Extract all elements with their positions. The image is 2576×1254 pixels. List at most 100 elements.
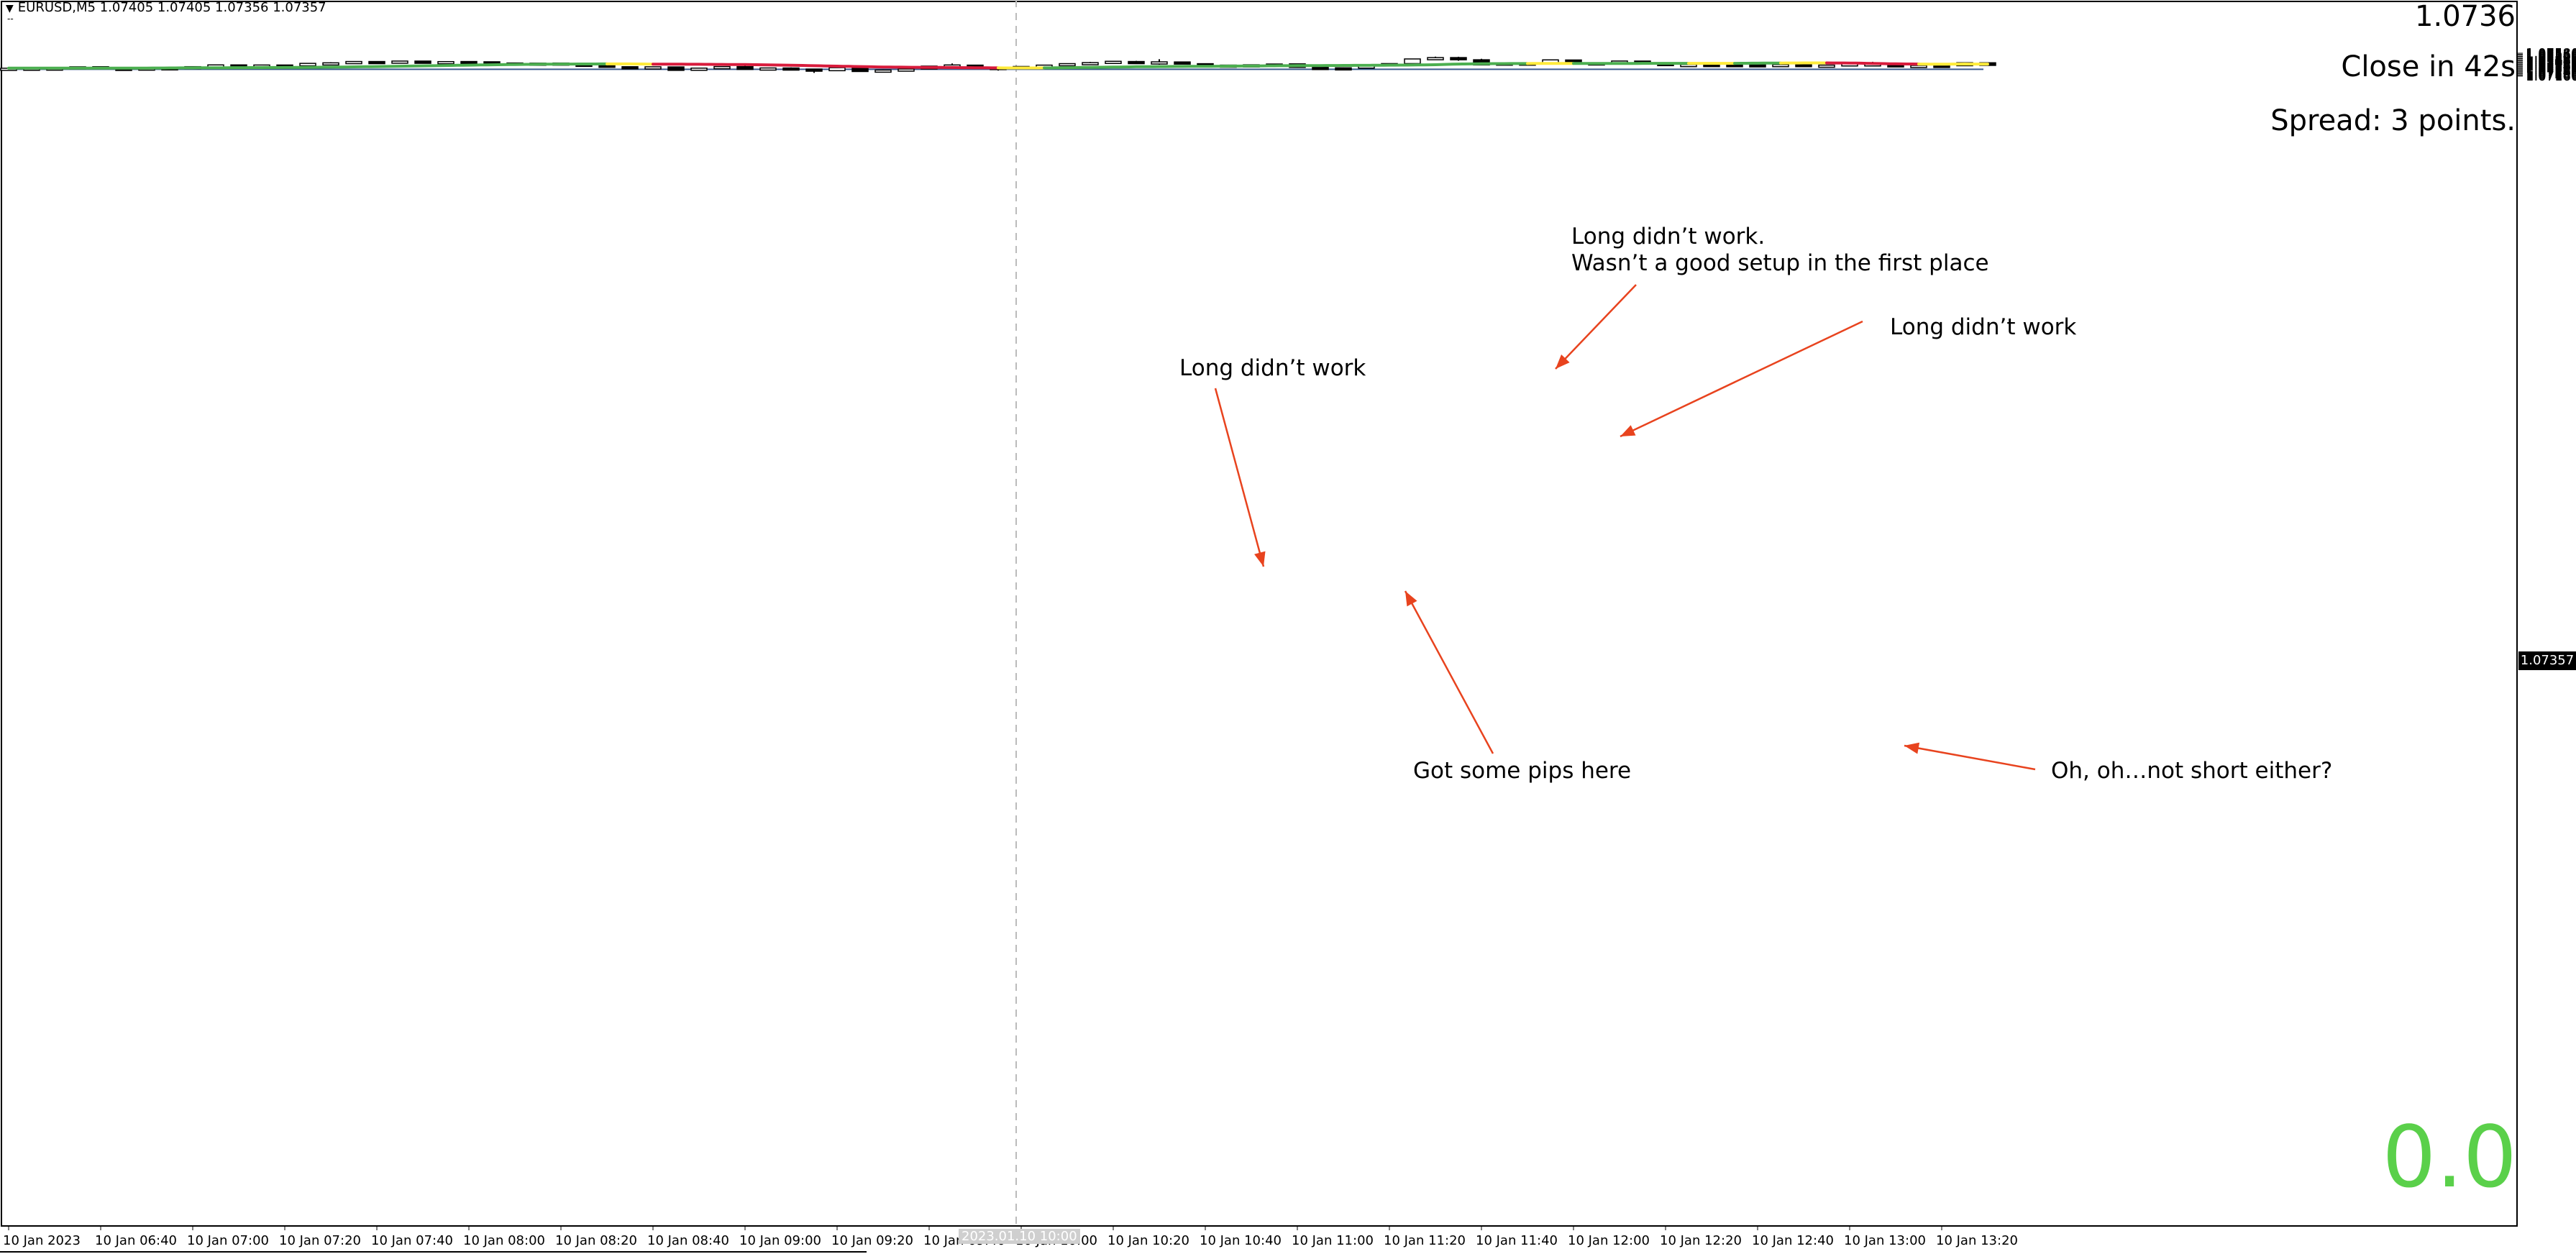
bull-candle[interactable]: [1105, 60, 1122, 64]
price-label: 1.07520: [2526, 50, 2576, 65]
time-label: 10 Jan 07:40: [371, 1233, 453, 1248]
price-label: 1.07540: [2526, 48, 2576, 63]
bull-candle[interactable]: [345, 60, 362, 65]
current-price-tag: 1.07357: [2518, 651, 2576, 670]
bull-candle[interactable]: [644, 66, 662, 70]
price-label: 1.07400: [2526, 56, 2576, 71]
bear-candle[interactable]: [736, 65, 754, 70]
bear-candle[interactable]: [368, 60, 385, 65]
time-label: 10 Jan 11:20: [1384, 1233, 1466, 1248]
bull-candle[interactable]: [828, 67, 846, 72]
time-label: 10 Jan 08:20: [555, 1233, 637, 1248]
price-label: 1.07200: [2526, 67, 2576, 82]
price-label: 1.07420: [2526, 55, 2576, 70]
price-label: 1.07440: [2526, 54, 2576, 69]
bull-candle[interactable]: [759, 67, 777, 71]
price-label: 1.07580: [2526, 46, 2576, 61]
bear-candle[interactable]: [1726, 64, 1743, 68]
time-label: 10 Jan 2023: [3, 1233, 81, 1248]
price-label: 1.07220: [2526, 65, 2576, 81]
time-label: 10 Jan 12:00: [1568, 1233, 1650, 1248]
bull-candle[interactable]: [1427, 57, 1444, 60]
bear-candle[interactable]: [851, 67, 869, 73]
bear-candle[interactable]: [1749, 64, 1766, 68]
bull-candle[interactable]: [1404, 58, 1421, 65]
time-label: 10 Jan 13:00: [1844, 1233, 1926, 1248]
time-label: 10 Jan 09:00: [739, 1233, 821, 1248]
bull-candle[interactable]: [1818, 64, 1835, 68]
annotation-long-didnt-work-setup: Long didn’t work. Wasn’t a good setup in…: [1571, 224, 1989, 277]
annotation-arrowhead: [1405, 591, 1417, 607]
bear-candle[interactable]: [1128, 60, 1145, 65]
price-label: 1.07180: [2526, 68, 2576, 83]
time-label: 10 Jan 07:00: [187, 1233, 269, 1248]
price-label: 1.07500: [2526, 50, 2576, 65]
annotation-long-didnt-work-1: Long didn’t work: [1179, 355, 1366, 381]
bull-candle[interactable]: [713, 65, 731, 70]
time-label: 10 Jan 09:20: [831, 1233, 913, 1248]
bull-candle[interactable]: [322, 62, 339, 66]
crosshair-time-label: 2023.01.10 10:00: [959, 1229, 1080, 1244]
bear-candle[interactable]: [1335, 67, 1352, 71]
price-label: 1.07260: [2526, 63, 2576, 78]
bear-candle[interactable]: [1450, 57, 1467, 60]
chart-header: ▼ EURUSD,M5 1.07405 1.07405 1.07356 1.073…: [6, 0, 326, 24]
time-label: 10 Jan 08:40: [647, 1233, 729, 1248]
bear-candle[interactable]: [1174, 61, 1191, 65]
bull-candle[interactable]: [898, 68, 915, 72]
bull-candle[interactable]: [690, 67, 708, 71]
bull-candle[interactable]: [1151, 61, 1168, 65]
time-label: 10 Jan 12:20: [1660, 1233, 1742, 1248]
time-label: 10 Jan 07:20: [279, 1233, 361, 1248]
info-spread: Spread: 3 points.: [2270, 104, 2516, 137]
time-label: 10 Jan 06:40: [95, 1233, 177, 1248]
bear-candle[interactable]: [805, 68, 823, 72]
annotation-arrowhead: [1254, 551, 1266, 567]
bear-candle[interactable]: [1795, 63, 1812, 68]
header-sub-glyph: --: [7, 14, 14, 24]
bear-candle[interactable]: [621, 66, 639, 70]
bull-candle[interactable]: [874, 69, 892, 73]
annotation-arrow: [1214, 388, 1265, 567]
price-label: 1.07460: [2526, 52, 2576, 68]
price-label: 1.07280: [2526, 63, 2576, 78]
bull-candle[interactable]: [1772, 63, 1789, 68]
annotation-not-short-either: Oh, oh…not short either?: [2051, 758, 2333, 784]
moving-average-segment: [1043, 62, 1529, 70]
time-label: 10 Jan 12:40: [1752, 1233, 1834, 1248]
price-label: 1.07160: [2526, 69, 2576, 84]
collapse-arrow-icon[interactable]: ▼: [6, 3, 14, 14]
bear-candle[interactable]: [782, 67, 800, 71]
bull-candle[interactable]: [1680, 63, 1697, 68]
bear-candle[interactable]: [460, 60, 478, 65]
info-price: 1.0736: [2415, 0, 2516, 33]
bear-candle[interactable]: [667, 66, 685, 71]
annotation-long-didnt-work-3: Long didn’t work: [1890, 314, 2077, 340]
annotation-arrow: [1555, 284, 1637, 370]
bear-candle[interactable]: [1703, 63, 1720, 68]
bull-candle[interactable]: [1059, 63, 1076, 67]
bull-candle[interactable]: [437, 60, 455, 65]
bull-candle[interactable]: [391, 60, 408, 64]
annotation-got-some-pips: Got some pips here: [1413, 758, 1632, 784]
plot-frame: [1, 1, 2518, 1227]
bull-candle[interactable]: [1910, 65, 1927, 68]
annotation-arrow: [1620, 320, 1863, 438]
price-label: 1.07300: [2526, 61, 2576, 76]
bear-candle[interactable]: [1933, 65, 1950, 68]
bull-candle[interactable]: [299, 63, 316, 67]
annotation-arrowhead: [1556, 354, 1570, 369]
time-label: 10 Jan 08:00: [463, 1233, 545, 1248]
bull-candle[interactable]: [1082, 62, 1099, 65]
time-label: 10 Jan 11:40: [1476, 1233, 1558, 1248]
bear-candle[interactable]: [1312, 67, 1329, 70]
time-label: 10 Jan 10:20: [1107, 1233, 1189, 1248]
annotation-line-2: Wasn’t a good setup in the first place: [1571, 250, 1989, 276]
bear-candle[interactable]: [414, 60, 431, 64]
price-label: 1.07240: [2526, 65, 2576, 80]
profit-number: 0.0: [2382, 1107, 2517, 1207]
time-label: 10 Jan 13:20: [1936, 1233, 2018, 1248]
symbol-ohlc-text: EURUSD,M5 1.07405 1.07405 1.07356 1.0735…: [17, 0, 326, 15]
bear-candle[interactable]: [598, 64, 616, 68]
